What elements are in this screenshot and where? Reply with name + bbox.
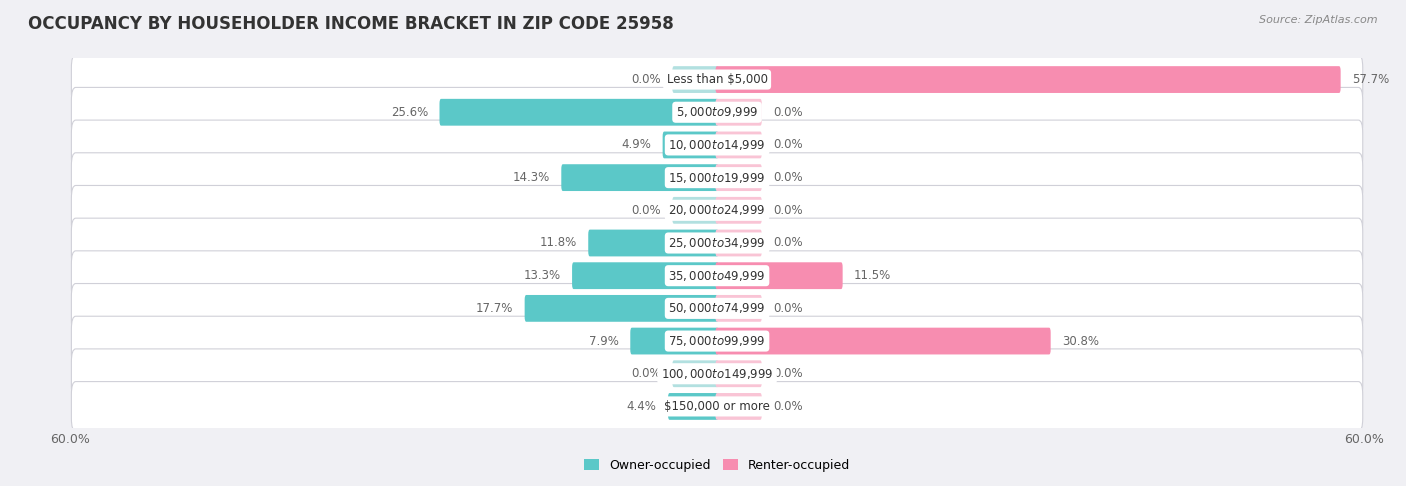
Text: 57.7%: 57.7%	[1353, 73, 1389, 86]
FancyBboxPatch shape	[672, 197, 718, 224]
FancyBboxPatch shape	[72, 120, 1362, 170]
FancyBboxPatch shape	[716, 360, 762, 387]
FancyBboxPatch shape	[72, 87, 1362, 137]
FancyBboxPatch shape	[672, 360, 718, 387]
FancyBboxPatch shape	[72, 382, 1362, 431]
Text: $25,000 to $34,999: $25,000 to $34,999	[668, 236, 766, 250]
FancyBboxPatch shape	[716, 132, 762, 158]
Text: OCCUPANCY BY HOUSEHOLDER INCOME BRACKET IN ZIP CODE 25958: OCCUPANCY BY HOUSEHOLDER INCOME BRACKET …	[28, 15, 673, 33]
FancyBboxPatch shape	[716, 262, 842, 289]
FancyBboxPatch shape	[716, 99, 762, 126]
FancyBboxPatch shape	[72, 316, 1362, 366]
Text: 0.0%: 0.0%	[631, 367, 661, 380]
FancyBboxPatch shape	[561, 164, 718, 191]
Text: 11.5%: 11.5%	[853, 269, 891, 282]
FancyBboxPatch shape	[716, 328, 1050, 354]
FancyBboxPatch shape	[588, 229, 718, 257]
Text: 30.8%: 30.8%	[1062, 334, 1099, 347]
Text: Source: ZipAtlas.com: Source: ZipAtlas.com	[1260, 15, 1378, 25]
Text: 0.0%: 0.0%	[773, 367, 803, 380]
Text: $5,000 to $9,999: $5,000 to $9,999	[676, 105, 758, 119]
FancyBboxPatch shape	[716, 197, 762, 224]
Text: 13.3%: 13.3%	[523, 269, 561, 282]
Text: $100,000 to $149,999: $100,000 to $149,999	[661, 367, 773, 381]
FancyBboxPatch shape	[662, 132, 718, 158]
FancyBboxPatch shape	[72, 55, 1362, 104]
FancyBboxPatch shape	[72, 218, 1362, 268]
Text: Less than $5,000: Less than $5,000	[666, 73, 768, 86]
Text: 0.0%: 0.0%	[773, 302, 803, 315]
Text: $35,000 to $49,999: $35,000 to $49,999	[668, 269, 766, 283]
FancyBboxPatch shape	[72, 251, 1362, 300]
Text: $20,000 to $24,999: $20,000 to $24,999	[668, 203, 766, 217]
FancyBboxPatch shape	[716, 295, 762, 322]
Text: 7.9%: 7.9%	[589, 334, 619, 347]
FancyBboxPatch shape	[72, 153, 1362, 203]
Text: 11.8%: 11.8%	[540, 237, 576, 249]
Text: $10,000 to $14,999: $10,000 to $14,999	[668, 138, 766, 152]
FancyBboxPatch shape	[440, 99, 718, 126]
Legend: Owner-occupied, Renter-occupied: Owner-occupied, Renter-occupied	[579, 454, 855, 477]
Text: 4.4%: 4.4%	[627, 400, 657, 413]
FancyBboxPatch shape	[672, 66, 718, 93]
FancyBboxPatch shape	[630, 328, 718, 354]
Text: $50,000 to $74,999: $50,000 to $74,999	[668, 301, 766, 315]
Text: $150,000 or more: $150,000 or more	[664, 400, 770, 413]
FancyBboxPatch shape	[716, 229, 762, 257]
Text: 4.9%: 4.9%	[621, 139, 651, 152]
Text: $15,000 to $19,999: $15,000 to $19,999	[668, 171, 766, 185]
Text: $75,000 to $99,999: $75,000 to $99,999	[668, 334, 766, 348]
Text: 0.0%: 0.0%	[773, 171, 803, 184]
Text: 0.0%: 0.0%	[773, 204, 803, 217]
Text: 0.0%: 0.0%	[631, 204, 661, 217]
FancyBboxPatch shape	[668, 393, 718, 420]
Text: 0.0%: 0.0%	[773, 400, 803, 413]
Text: 25.6%: 25.6%	[391, 106, 429, 119]
Text: 14.3%: 14.3%	[513, 171, 550, 184]
FancyBboxPatch shape	[524, 295, 718, 322]
FancyBboxPatch shape	[72, 349, 1362, 399]
FancyBboxPatch shape	[72, 283, 1362, 333]
Text: 0.0%: 0.0%	[773, 139, 803, 152]
Text: 17.7%: 17.7%	[477, 302, 513, 315]
FancyBboxPatch shape	[716, 66, 1341, 93]
Text: 0.0%: 0.0%	[773, 106, 803, 119]
Text: 0.0%: 0.0%	[631, 73, 661, 86]
FancyBboxPatch shape	[572, 262, 718, 289]
Text: 0.0%: 0.0%	[773, 237, 803, 249]
FancyBboxPatch shape	[716, 393, 762, 420]
FancyBboxPatch shape	[716, 164, 762, 191]
FancyBboxPatch shape	[72, 186, 1362, 235]
